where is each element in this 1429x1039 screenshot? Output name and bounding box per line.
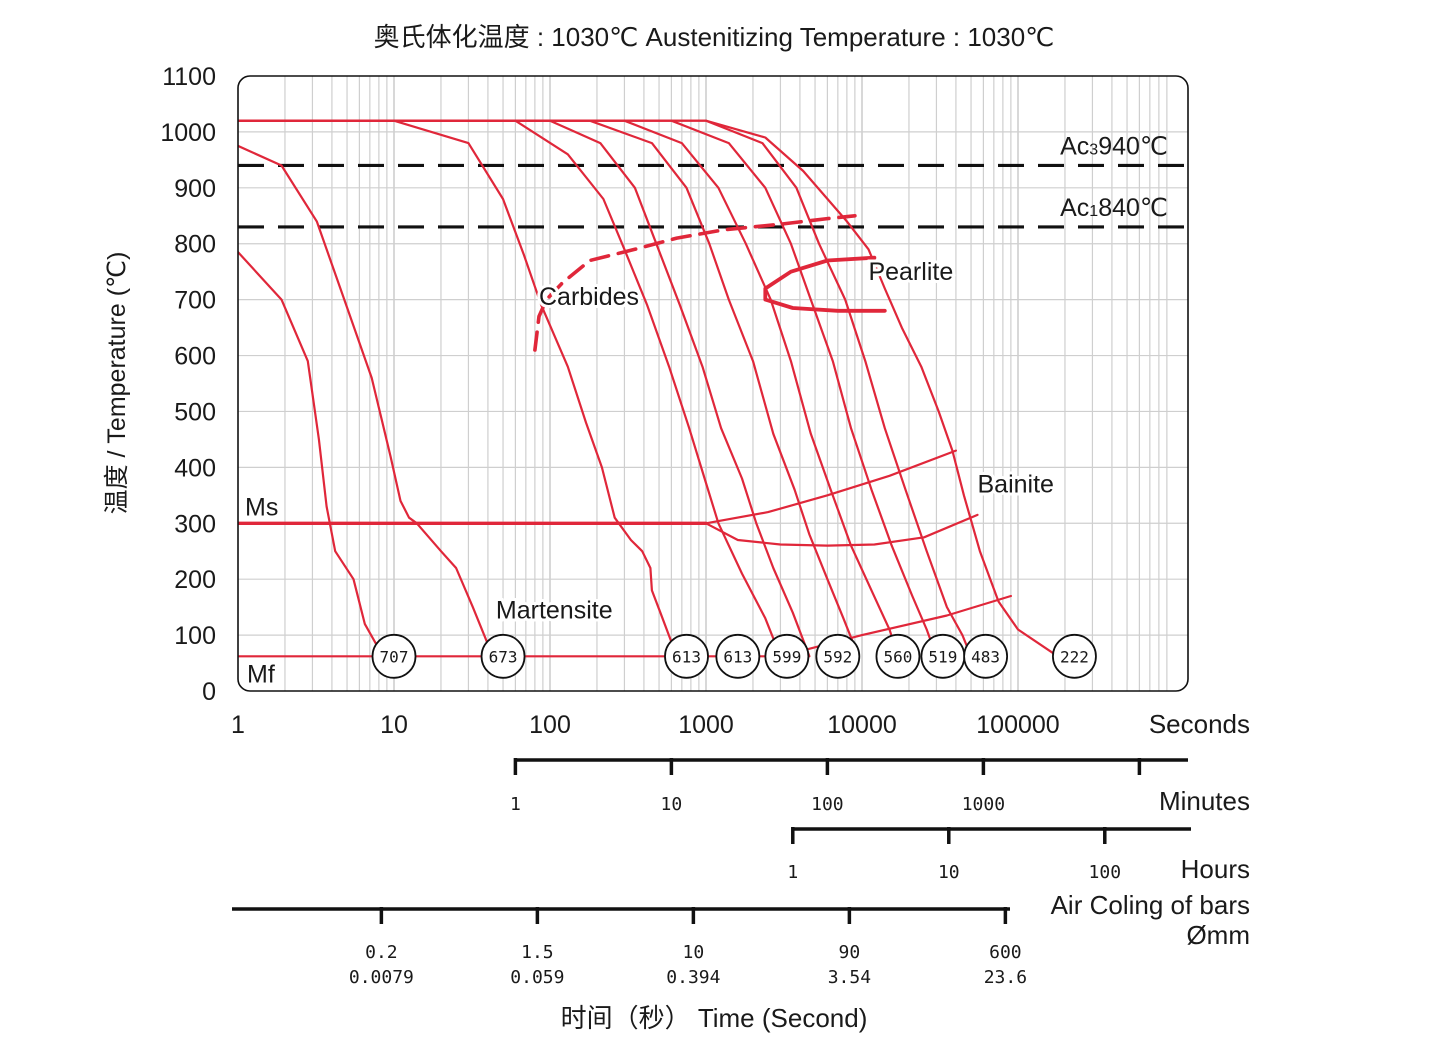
y-tick-label: 500 [174, 398, 216, 426]
bars-axis-tick-sublabel: 0.0079 [349, 967, 414, 988]
cooling-curve [238, 119, 782, 658]
y-axis-label: 温度 / Temperature (℃) [103, 252, 131, 515]
bars-axis-tick-label: 90 [839, 942, 861, 963]
y-tick-label: 900 [174, 175, 216, 203]
hardness-circle [963, 633, 1009, 679]
hardness-value: 673 [489, 647, 518, 666]
hardness-circle [715, 633, 761, 679]
bars-axis-tick-sublabel: 23.6 [984, 967, 1027, 988]
y-tick-label: 100 [174, 622, 216, 650]
y-tick-label: 1000 [160, 119, 216, 147]
y-tick-label: 400 [174, 454, 216, 482]
region-label: Bainite [977, 471, 1053, 499]
x-axis-label: 时间（秒） Time (Second) [561, 1003, 868, 1033]
region-label: Carbides [539, 283, 639, 311]
x-tick-label: 1000 [678, 711, 734, 739]
y-tick-label: 1100 [162, 63, 216, 91]
x-tick-label: 100 [529, 711, 571, 739]
cooling-curve [238, 119, 938, 658]
reference-label-ac3: Ac3940℃ [1060, 132, 1168, 160]
hardness-circle [1052, 633, 1097, 679]
cooling-curve [238, 119, 900, 658]
cooling-curve [238, 144, 494, 658]
bars-axis-tick-label: 10 [683, 942, 705, 963]
hardness-value: 519 [928, 647, 957, 666]
minutes-axis-label: Minutes [1159, 786, 1250, 816]
hardness-circle [480, 633, 526, 679]
bars-axis-label: Air Coling of bars [1051, 890, 1250, 920]
y-tick-label: 600 [174, 343, 216, 371]
y-tick-label: 800 [174, 231, 216, 259]
y-tick-label: 200 [174, 566, 216, 594]
reference-label-ac1: Ac1840℃ [1060, 194, 1168, 222]
region-label: Martensite [496, 596, 613, 624]
minutes-axis-tick-label: 1000 [962, 794, 1005, 815]
bars-axis-tick-sublabel: 0.059 [510, 967, 564, 988]
hardness-circle [764, 633, 810, 679]
hardness-value: 707 [380, 647, 409, 666]
hardness-value: 613 [723, 647, 752, 666]
hardness-value: 560 [883, 647, 912, 666]
cooling-curve [238, 119, 678, 658]
bars-axis-tick-label: 0.2 [365, 942, 398, 963]
x-tick-label: 10000 [827, 711, 897, 739]
plot-frame [237, 75, 1189, 692]
hardness-value: 483 [971, 647, 1000, 666]
cooling-curves [238, 119, 1059, 658]
hours-axis-tick-label: 100 [1089, 862, 1122, 883]
ms-label: Ms [245, 493, 278, 521]
x-tick-label: 100000 [976, 711, 1059, 739]
hardness-circle [815, 633, 861, 679]
y-tick-label: 300 [174, 510, 216, 538]
bars-axis-tick-label: 1.5 [521, 942, 554, 963]
mf-label: Mf [247, 660, 275, 688]
pearlite-boundary [763, 255, 887, 313]
hardness-circle [664, 633, 709, 679]
grid-lines [238, 76, 1188, 691]
minutes-axis-tick-label: 1 [510, 794, 521, 815]
region-label: Pearlite [868, 258, 953, 286]
hardness-value: 222 [1060, 647, 1089, 666]
hardness-circle [875, 633, 921, 679]
chart-title: 奥氏体化温度 : 1030℃ Austenitizing Temperature… [374, 22, 1055, 52]
hours-axis-label: Hours [1181, 854, 1250, 884]
minutes-axis-tick-label: 10 [661, 794, 683, 815]
seconds-axis-label: Seconds [1149, 709, 1250, 739]
y-tick-label: 0 [202, 678, 216, 706]
hardness-value: 613 [672, 647, 701, 666]
cooling-curve [238, 251, 385, 658]
cooling-curve [238, 119, 1059, 658]
hours-axis-tick-label: 1 [787, 862, 798, 883]
bainite-boundary [704, 513, 979, 547]
minutes-axis-tick-label: 100 [811, 794, 844, 815]
carbides-boundary [533, 214, 857, 352]
bainite-boundary [704, 449, 957, 525]
bars-axis-tick-sublabel: 0.394 [666, 967, 720, 988]
x-tick-label: 10 [380, 711, 408, 739]
hardness-value: 599 [772, 647, 801, 666]
bars-axis-tick-label: 600 [989, 942, 1022, 963]
x-tick-label: 1 [231, 711, 245, 739]
cooling-curve [238, 119, 811, 658]
bars-axis-unit: Ømm [1186, 920, 1250, 950]
hardness-value: 592 [823, 647, 852, 666]
hardness-circle [371, 633, 417, 679]
cooling-curve [238, 119, 973, 658]
cooling-curve [238, 119, 860, 658]
y-tick-label: 700 [174, 287, 216, 315]
hours-axis-tick-label: 10 [938, 862, 960, 883]
plot-background [238, 76, 1188, 691]
bars-axis-tick-sublabel: 3.54 [828, 967, 871, 988]
